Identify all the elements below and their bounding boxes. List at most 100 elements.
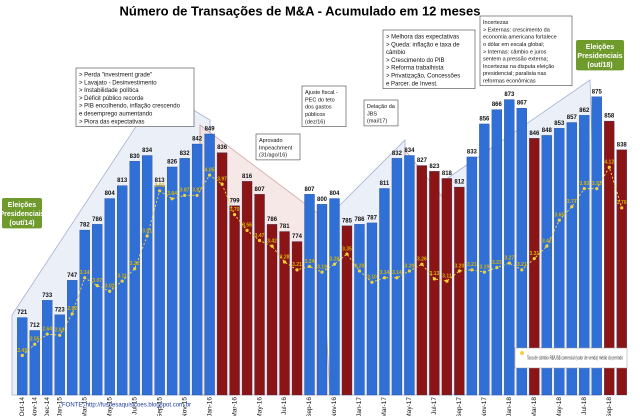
exchange-point xyxy=(620,206,624,210)
annotation-text: > Piora das expectativas xyxy=(79,119,145,125)
exchange-value-label: 3.87 xyxy=(180,188,190,194)
exchange-point xyxy=(345,252,349,256)
bar xyxy=(341,225,353,396)
annotation-text: (out/14) xyxy=(9,220,34,227)
annotation-text: Eleições xyxy=(8,202,37,209)
x-tick-label: Jan-17 xyxy=(356,397,363,416)
x-tick-label: Jan-18 xyxy=(506,397,513,416)
exchange-point xyxy=(58,333,62,337)
annotation-text: o dólar em escala global; xyxy=(483,42,545,48)
bar-value-label: 816 xyxy=(242,174,253,180)
x-tick-label: Sep-17 xyxy=(456,397,463,416)
bar xyxy=(117,185,128,396)
bar xyxy=(304,194,315,396)
bar-value-label: 813 xyxy=(155,178,166,184)
bar-value-label: 799 xyxy=(230,198,241,204)
bar-value-label: 834 xyxy=(404,148,415,154)
bar xyxy=(216,152,228,396)
bar-value-label: 830 xyxy=(130,154,141,160)
exchange-value-label: 3.97 xyxy=(217,176,227,182)
annotation-text: públicos xyxy=(305,112,325,118)
annotation-text: Incertezas na disputa eleição xyxy=(483,64,554,70)
exchange-value-label: 2.64 xyxy=(42,326,52,332)
exchange-value-label: 3.31 xyxy=(529,251,539,257)
annotation-text: > Reforma trabalhista xyxy=(386,66,444,72)
chart-title: Número de Transações de M&A - Acumulado … xyxy=(120,3,481,18)
exchange-point xyxy=(532,256,536,261)
bar xyxy=(579,115,590,396)
exchange-point xyxy=(582,187,586,191)
exchange-point xyxy=(95,284,99,288)
annotation-text: > Externas: crescimento da xyxy=(483,27,551,33)
x-tick-label: Nov-17 xyxy=(481,397,488,416)
exchange-point xyxy=(520,268,524,272)
exchange-point xyxy=(282,260,287,264)
exchange-value-label: 3.02 xyxy=(105,284,115,290)
exchange-point xyxy=(295,268,299,272)
exchange-point xyxy=(270,244,274,248)
bar-value-label: 733 xyxy=(42,293,53,299)
exchange-point xyxy=(595,187,599,191)
exchange-point xyxy=(395,276,399,280)
x-tick-label: Nov-15 xyxy=(181,397,188,416)
exchange-value-label: 3.26 xyxy=(417,257,427,263)
exchange-point xyxy=(183,193,187,198)
bar xyxy=(92,224,103,396)
x-tick-label: May-15 xyxy=(106,397,113,416)
bar xyxy=(541,135,552,396)
bar xyxy=(129,161,140,396)
exchange-point xyxy=(120,279,124,283)
exchange-point xyxy=(495,265,499,270)
annotation-text: (31/ago/16) xyxy=(259,153,287,159)
bar xyxy=(604,120,615,396)
exchange-value-label: 3.22 xyxy=(130,261,140,267)
x-tick-label: Mar-18 xyxy=(531,397,538,416)
x-tick-label: Mar-17 xyxy=(381,397,388,416)
annotation-text: e desemprego aumentando xyxy=(79,111,153,117)
exchange-value-label: 3.10 xyxy=(367,275,377,281)
exchange-point xyxy=(70,312,74,316)
bar-value-label: 786 xyxy=(92,217,103,223)
bar-value-label: 846 xyxy=(529,131,540,137)
exchange-value-label: 3.70 xyxy=(230,207,240,213)
exchange-value-label: 3.87 xyxy=(192,188,202,194)
annotation-text: Ajuste fiscal - xyxy=(305,90,338,96)
plot: 7217127337237477827868048138308348138268… xyxy=(0,15,627,416)
x-tick-label: Sep-16 xyxy=(306,397,313,416)
exchange-point xyxy=(307,264,312,269)
annotation-box xyxy=(363,99,399,127)
bar-value-label: 813 xyxy=(117,178,128,184)
bar-value-label: 853 xyxy=(554,121,565,127)
exchange-value-label: 3.23 xyxy=(492,260,502,266)
bar xyxy=(141,155,153,396)
annotation-text: > Lavajato - Desinvestimento xyxy=(79,80,157,86)
exchange-value-label: 3.84 xyxy=(167,191,177,197)
bar-value-label: 785 xyxy=(342,218,353,224)
annotation-text: > Internas: câmbio e juros xyxy=(483,49,547,55)
annotation-text: > Perda "investment grade" xyxy=(79,72,152,78)
annotation-text: (mai/17) xyxy=(367,119,387,125)
exchange-value-label: 2.55 xyxy=(30,337,40,343)
exchange-point xyxy=(607,165,611,169)
bar-value-label: 781 xyxy=(280,224,291,230)
annotation-text: > Melhora das expectativas xyxy=(386,34,459,40)
x-tick-label: Jan-16 xyxy=(206,397,213,416)
annotation-text: economia americana fortalece xyxy=(483,35,557,41)
bar-value-label: 856 xyxy=(479,117,490,123)
bar-value-label: 811 xyxy=(380,181,390,187)
bar xyxy=(454,186,465,396)
bar xyxy=(354,224,365,396)
annotation-box xyxy=(382,29,476,89)
exchange-point xyxy=(145,234,149,238)
annotation-box xyxy=(255,133,301,161)
exchange-value-label: 3.27 xyxy=(504,255,514,261)
exchange-point xyxy=(457,269,461,273)
x-tick-label: May-18 xyxy=(556,397,563,416)
annotation-text: Incertezas xyxy=(483,20,509,26)
x-tick-label: Mar-16 xyxy=(231,397,238,416)
annotation-text: > PIB encolhendo, inflação crescendo xyxy=(79,104,181,110)
x-tick-label: Sep-15 xyxy=(156,397,163,416)
exchange-point xyxy=(257,238,262,243)
bar-value-label: 721 xyxy=(17,310,28,316)
